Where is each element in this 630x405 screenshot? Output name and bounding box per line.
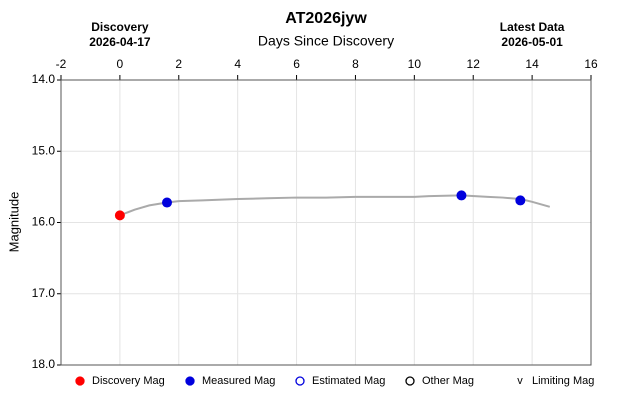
x-tick-label: 6: [293, 57, 300, 71]
x-tick-label: 4: [234, 57, 241, 71]
x-tick-label: -2: [56, 57, 67, 71]
legend-symbol: [75, 376, 85, 386]
annotation-label: Latest Data: [500, 20, 565, 34]
legend-label: Discovery Mag: [92, 375, 165, 387]
x-tick-label: 16: [584, 57, 598, 71]
legend-label: Limiting Mag: [532, 375, 594, 387]
y-axis-label: Magnitude: [6, 192, 21, 253]
y-tick-label: 18.0: [32, 357, 56, 371]
data-point: [162, 197, 172, 208]
legend-symbol: [295, 376, 305, 386]
y-tick-label: 16.0: [32, 215, 56, 229]
annotation-date: 2026-05-01: [501, 35, 563, 49]
legend-symbol: [185, 376, 195, 386]
x-tick-label: 10: [408, 57, 422, 71]
annotation-date: 2026-04-17: [89, 35, 151, 49]
legend-symbol: [405, 376, 415, 386]
legend-symbol: v: [517, 375, 523, 387]
x-tick-label: 0: [117, 57, 124, 71]
y-tick-label: 14.0: [32, 72, 56, 86]
data-point: [456, 190, 467, 201]
annotation-label: Discovery: [91, 20, 149, 34]
x-tick-label: 8: [352, 57, 359, 71]
legend-label: Estimated Mag: [312, 375, 385, 387]
data-point: [114, 210, 125, 221]
y-tick-label: 15.0: [32, 143, 56, 157]
x-tick-label: 2: [175, 57, 182, 71]
legend-label: Measured Mag: [202, 375, 275, 387]
y-tick-label: 17.0: [32, 286, 56, 300]
plot-frame: [60, 79, 592, 366]
data-point: [515, 195, 526, 206]
legend-label: Other Mag: [422, 375, 474, 387]
x-tick-label: 12: [467, 57, 481, 71]
x-tick-label: 14: [525, 57, 539, 71]
x-axis-label: Days Since Discovery: [258, 33, 394, 49]
chart-title: AT2026jyw: [285, 10, 367, 27]
